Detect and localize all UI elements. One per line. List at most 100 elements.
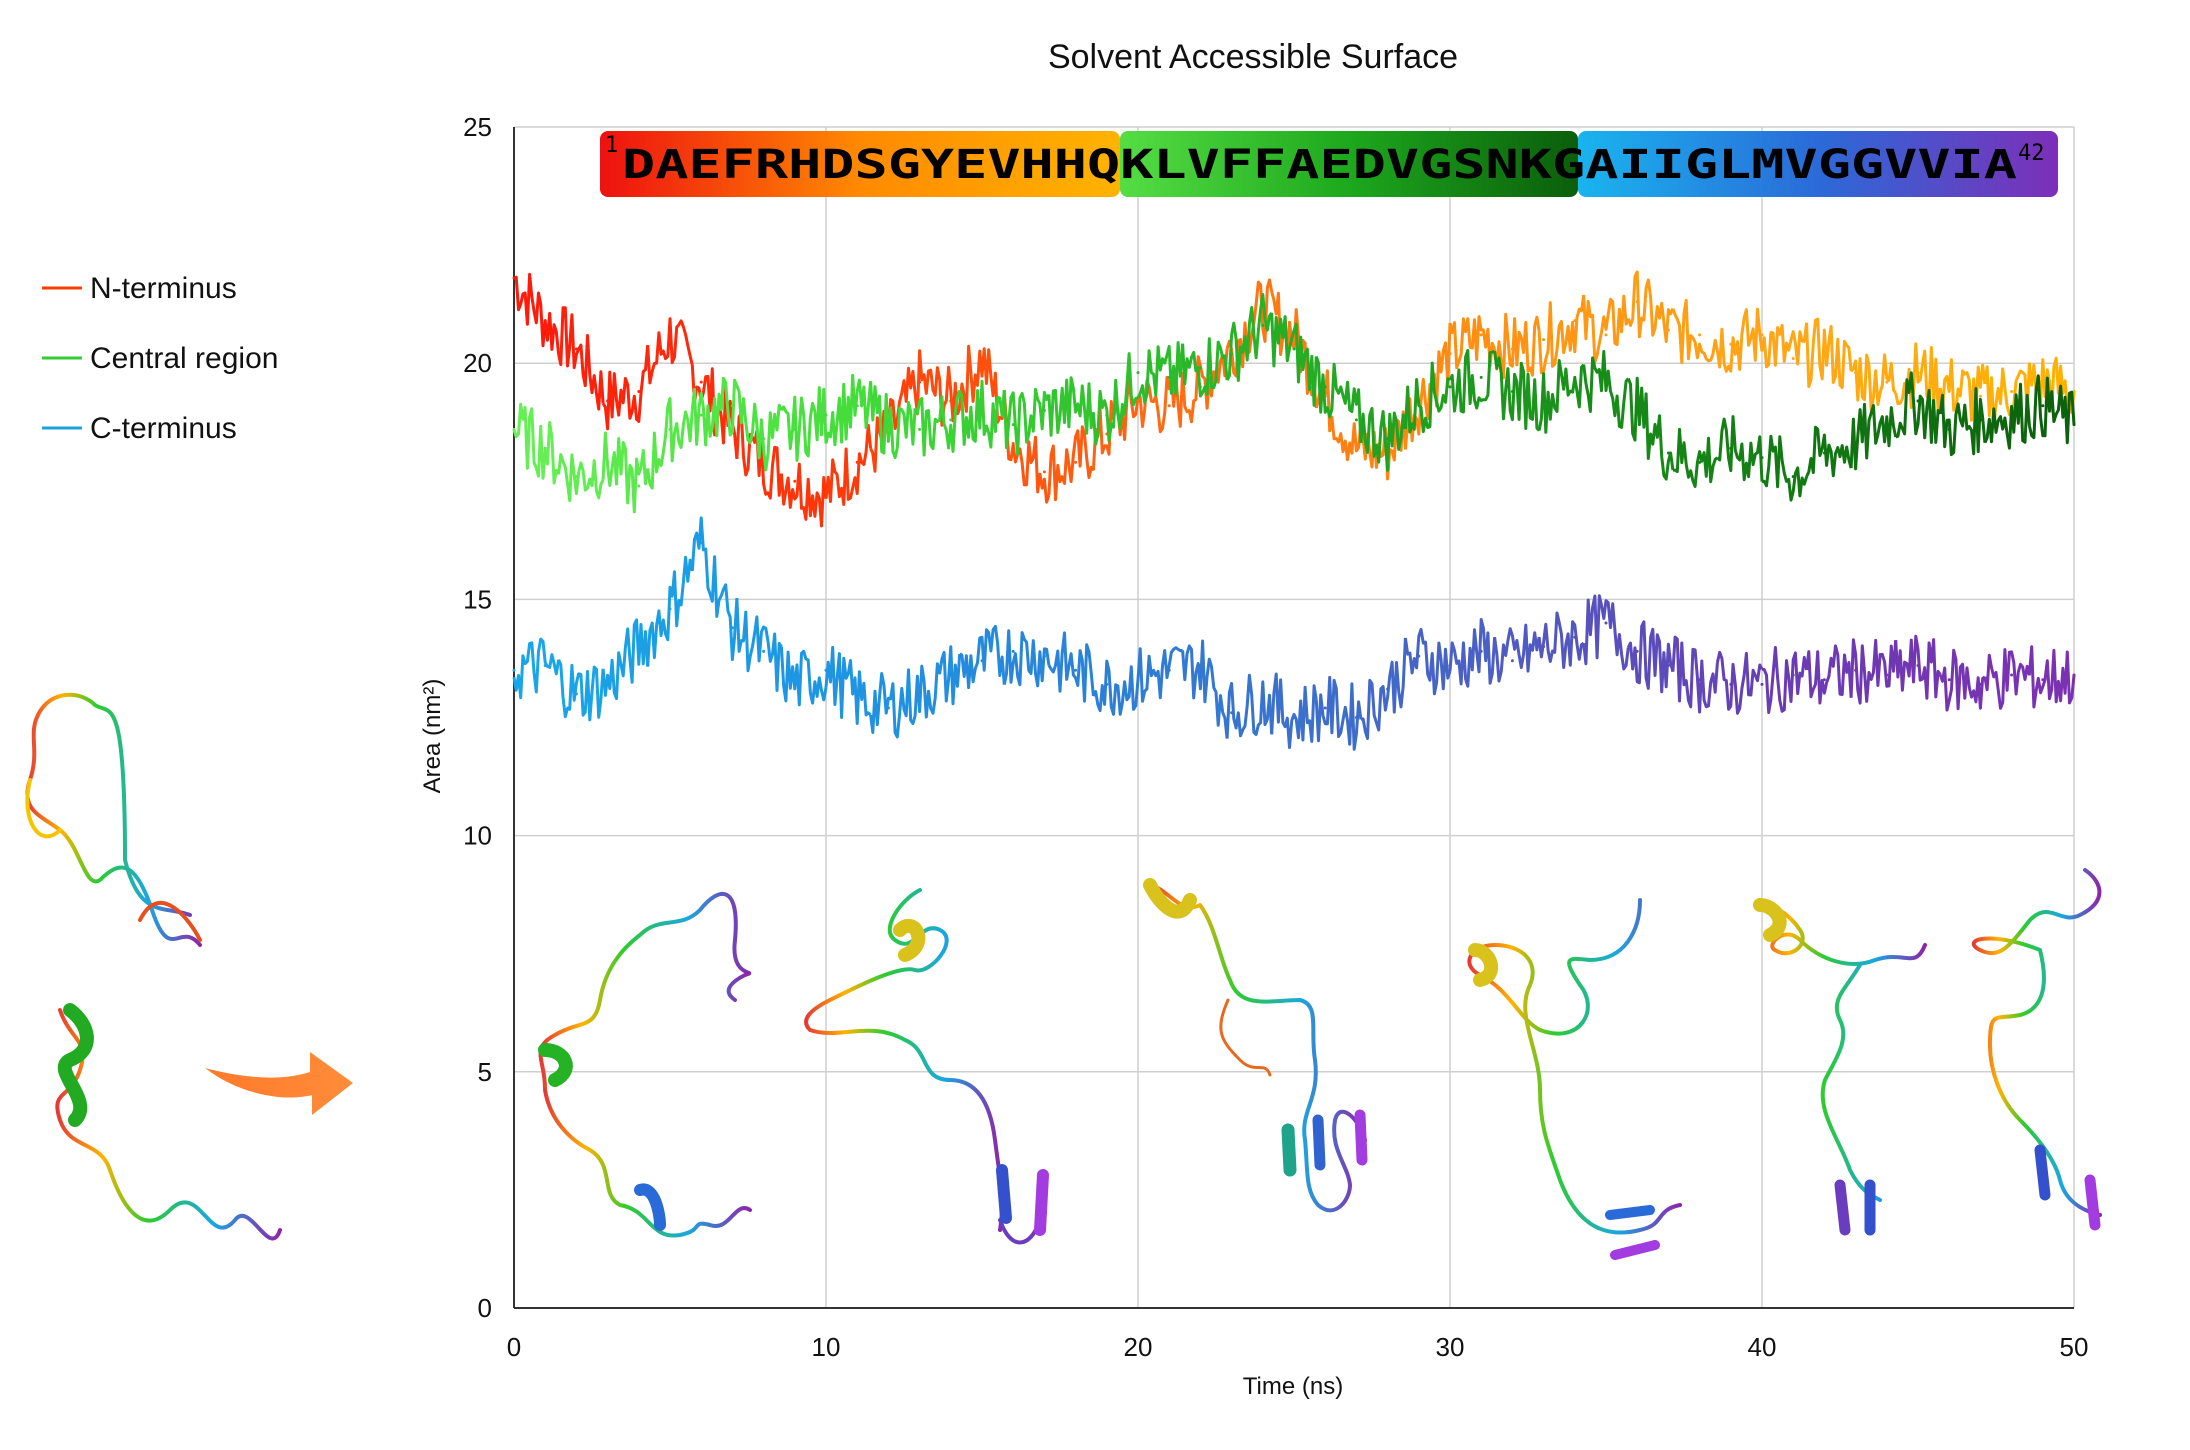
data-point <box>512 668 516 672</box>
data-point <box>1698 678 1702 682</box>
series-line-segment <box>1091 352 1139 446</box>
series-line-segment <box>913 645 962 719</box>
data-point <box>1448 664 1452 668</box>
data-point <box>1573 635 1577 639</box>
data-point <box>824 413 828 417</box>
series-line-segment <box>1136 646 1183 703</box>
series-line-segment <box>1448 315 1496 370</box>
series-line-segment <box>1002 629 1051 688</box>
data-point <box>1230 352 1234 356</box>
series-lines <box>512 270 2076 751</box>
series-line-segment <box>1181 337 1229 398</box>
data-point <box>1978 394 1982 398</box>
legend: N-terminus Central region C-terminus <box>42 272 278 445</box>
data-point <box>1105 682 1109 686</box>
data-point <box>1011 442 1015 446</box>
series-line-segment <box>1582 350 1630 429</box>
data-point <box>1604 621 1608 625</box>
data-point <box>1760 333 1764 337</box>
chart-title: Solvent Accessible Surface <box>1048 38 1458 76</box>
x-tick-label: 50 <box>2060 1332 2089 1362</box>
series-line-segment <box>1938 648 1986 712</box>
data-point <box>1791 356 1795 360</box>
series-line-segment <box>1894 634 1942 700</box>
data-point <box>1542 338 1546 342</box>
y-tick-labels: 0 5 10 15 20 25 <box>463 112 492 1323</box>
data-point <box>1885 673 1889 677</box>
y-axis-label: Area (nm²) <box>419 679 446 794</box>
data-point <box>668 607 672 611</box>
data-point <box>606 682 610 686</box>
series-line-segment <box>601 431 650 514</box>
series-line-segment <box>1805 425 1853 478</box>
series-line-segment <box>1136 341 1185 405</box>
data-point <box>1978 418 1982 422</box>
series-line-segment <box>1537 611 1585 669</box>
sequence-text-n: DAEFRHDSGYEVHHQ <box>622 142 1120 188</box>
data-point <box>1136 678 1140 682</box>
series-line-segment <box>1895 371 1942 444</box>
x-tick-label: 20 <box>1124 1332 1153 1362</box>
series-line-segment <box>735 411 783 500</box>
series-line-segment <box>1047 631 1095 703</box>
data-point <box>1729 342 1733 346</box>
data-point <box>1074 404 1078 408</box>
data-point <box>1074 668 1078 672</box>
y-tick-label: 5 <box>478 1057 492 1087</box>
data-point <box>1136 399 1140 403</box>
y-tick-label: 15 <box>463 584 492 614</box>
data-point <box>543 319 547 323</box>
x-tick-label: 30 <box>1436 1332 1465 1362</box>
structure-snapshots <box>25 692 2102 1260</box>
data-point <box>543 446 547 450</box>
data-point <box>1760 682 1764 686</box>
data-point <box>543 664 547 668</box>
data-point <box>1417 654 1421 658</box>
series-line-segment <box>1626 376 1675 481</box>
series-line-segment <box>1047 425 1095 502</box>
data-point <box>1167 375 1171 379</box>
data-point <box>2072 673 2076 677</box>
sequence-text-central: KLVFFAEDVGSNKG <box>1120 142 1585 188</box>
data-point <box>1854 668 1858 672</box>
data-point <box>1635 649 1639 653</box>
series-line-segment <box>1582 294 1630 364</box>
series-line-segment <box>512 402 560 485</box>
data-point <box>730 626 734 630</box>
data-point <box>1916 664 1920 668</box>
series-line-segment <box>913 349 962 427</box>
data-point <box>1854 371 1858 375</box>
data-point <box>855 697 859 701</box>
data-point <box>1698 333 1702 337</box>
series-line-segment <box>1314 675 1363 751</box>
series-line-segment <box>869 668 917 739</box>
y-tick-label: 10 <box>463 821 492 851</box>
data-point <box>2041 678 2045 682</box>
data-point <box>574 692 578 696</box>
data-point <box>1885 380 1889 384</box>
series-line-segment <box>1983 648 2031 710</box>
series-line-segment <box>1002 392 1051 504</box>
sequence-text: DAEFRHDSGYEVHHQ KLVFFAEDVGSNKG AIIGLMVGGVV… <box>622 142 2017 188</box>
data-point <box>512 427 516 431</box>
series-line-segment <box>1225 673 1274 739</box>
series-line-segment <box>2027 374 2076 445</box>
series-line-segment <box>1493 623 1541 683</box>
axes <box>513 127 2074 1309</box>
data-point <box>1167 404 1171 408</box>
data-point <box>637 484 641 488</box>
data-point <box>1822 347 1826 351</box>
series-line-segment <box>1493 312 1541 380</box>
series-line-segment <box>1715 650 1764 715</box>
data-point <box>793 427 797 431</box>
peptide-structure-t40 <box>1753 898 1927 1236</box>
x-axis-label: Time (ns) <box>1243 1373 1343 1400</box>
data-point <box>949 418 953 422</box>
series-line-segment <box>1225 278 1274 378</box>
y-tick-label: 0 <box>478 1293 492 1323</box>
series-line-segment <box>1626 620 1675 694</box>
series-line-segment <box>1715 307 1764 373</box>
data-point <box>1760 456 1764 460</box>
data-point <box>1105 413 1109 417</box>
